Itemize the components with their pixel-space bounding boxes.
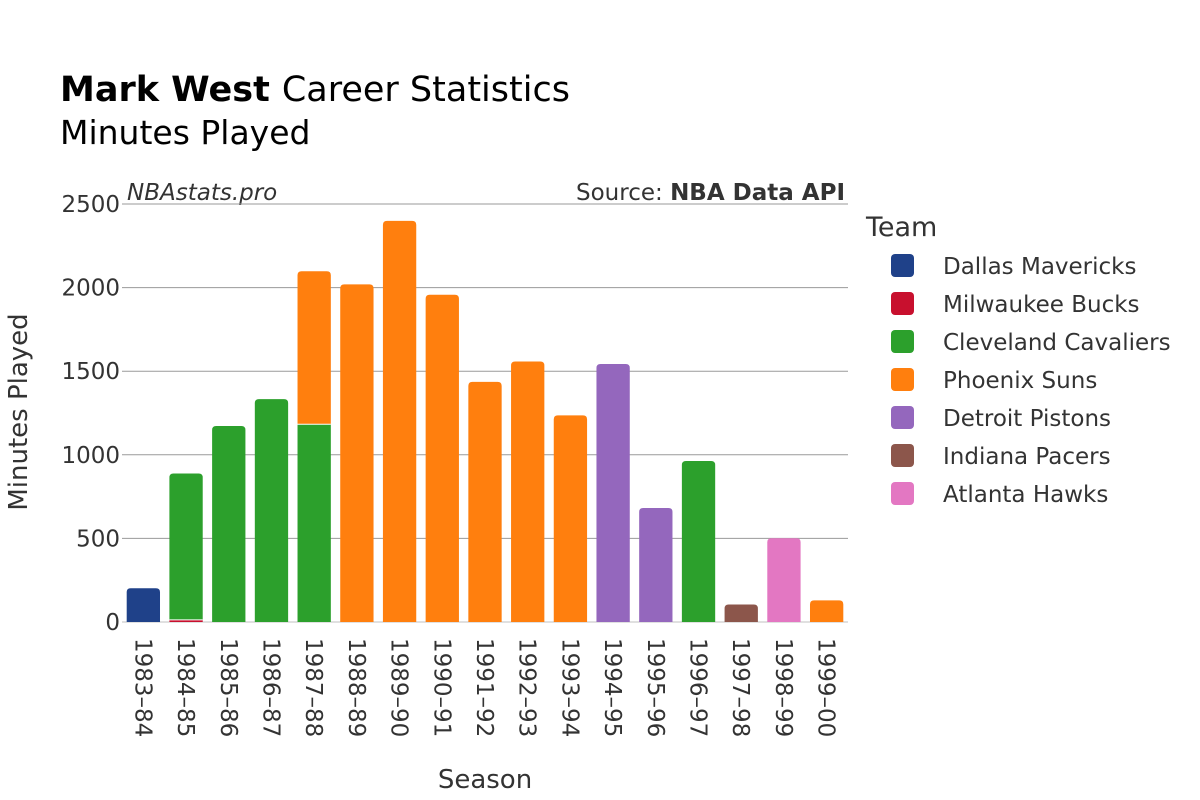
- y-tick-label: 2500: [61, 192, 120, 218]
- legend-swatch: [891, 482, 914, 505]
- bar-1990–91-phoenix-suns: [425, 294, 459, 622]
- title-rest: Career Statistics: [282, 70, 570, 110]
- watermark: NBAstats.pro: [127, 180, 277, 206]
- chart-subtitle: Minutes Played: [60, 113, 310, 152]
- bar-1987–88-phoenix-suns: [297, 271, 331, 425]
- bar-1995–96-detroit-pistons: [639, 507, 673, 622]
- player-name: Mark West: [60, 70, 270, 110]
- source-credit: Source: NBA Data API: [576, 180, 845, 206]
- x-tick-label: 1988–89: [343, 638, 369, 737]
- x-tick-label: 1987–88: [300, 638, 326, 737]
- legend-swatch: [891, 368, 914, 391]
- x-tick-label: 1989–90: [386, 638, 412, 737]
- bar-1984–85-cleveland-cavaliers: [169, 473, 203, 620]
- legend-label: Atlanta Hawks: [943, 482, 1108, 508]
- x-tick-label: 1990–91: [428, 638, 454, 737]
- source-name: NBA Data API: [670, 180, 845, 206]
- bar-1998–99-atlanta-hawks: [767, 538, 801, 622]
- chart-title: Mark West Career Statistics: [60, 70, 570, 110]
- y-tick-label: 500: [76, 526, 120, 552]
- x-tick-label: 1992–93: [514, 638, 540, 737]
- legend-label: Dallas Mavericks: [943, 254, 1136, 280]
- x-tick-label: 1986–87: [257, 638, 283, 737]
- y-tick-label: 1000: [61, 443, 120, 469]
- x-tick-label: 1997–98: [727, 638, 753, 737]
- bar-1987–88-cleveland-cavaliers: [297, 424, 331, 622]
- y-tick-label: 1500: [61, 359, 120, 385]
- x-axis-ticks: 1983–84 1984–85 1985–86 1986–87 1987–88 1988–…: [129, 638, 838, 737]
- x-tick-label: 1996–97: [685, 638, 711, 737]
- y-axis-ticks: 0 500 1000 1500 2000 2500: [61, 192, 120, 636]
- bar-1986–87-cleveland-cavaliers: [254, 399, 289, 622]
- y-tick-label: 2000: [61, 276, 120, 302]
- x-tick-label: 1993–94: [556, 638, 582, 737]
- legend-swatch: [891, 330, 914, 353]
- x-tick-label: 1998–99: [770, 638, 796, 737]
- bar-1993–94-phoenix-suns: [553, 415, 588, 622]
- bar-1985–86-cleveland-cavaliers: [212, 426, 246, 622]
- x-tick-label: 1995–96: [642, 638, 668, 737]
- bar-1991–92-phoenix-suns: [468, 381, 502, 622]
- legend-label: Phoenix Suns: [943, 368, 1097, 394]
- bar-1988–89-phoenix-suns: [340, 284, 374, 622]
- bar-1989–90-phoenix-suns: [382, 220, 417, 622]
- bar-1999–00-phoenix-suns: [809, 600, 844, 622]
- source-prefix: Source:: [576, 180, 670, 206]
- legend-label: Milwaukee Bucks: [943, 292, 1140, 318]
- y-axis-title: Minutes Played: [4, 313, 34, 510]
- x-tick-label: 1984–85: [172, 638, 198, 737]
- legend-label: Detroit Pistons: [943, 406, 1111, 432]
- bar-1983–84-dallas-mavericks: [126, 588, 161, 622]
- legend-label: Indiana Pacers: [943, 444, 1111, 470]
- legend-swatch: [891, 444, 914, 467]
- legend: Dallas Mavericks Milwaukee Bucks Cleveland…: [891, 254, 1171, 508]
- x-axis-title: Season: [438, 765, 532, 795]
- legend-swatch: [891, 292, 914, 315]
- bar-1984–85-milwaukee-bucks: [169, 619, 203, 622]
- legend-title: Team: [865, 212, 937, 243]
- bar-1996–97-cleveland-cavaliers: [681, 460, 716, 622]
- bar-1997–98-indiana-pacers: [724, 604, 758, 622]
- x-tick-label: 1999–00: [813, 638, 839, 737]
- bars: [126, 220, 844, 622]
- x-tick-label: 1991–92: [471, 638, 497, 737]
- x-tick-label: 1985–86: [215, 638, 241, 737]
- y-tick-label: 0: [105, 610, 120, 636]
- x-tick-label: 1994–95: [599, 638, 625, 737]
- legend-label: Cleveland Cavaliers: [943, 330, 1171, 356]
- x-tick-label: 1983–84: [129, 638, 155, 737]
- bar-1992–93-phoenix-suns: [511, 361, 545, 622]
- bar-1994–95-detroit-pistons: [596, 364, 630, 622]
- legend-swatch: [891, 254, 914, 277]
- legend-swatch: [891, 406, 914, 429]
